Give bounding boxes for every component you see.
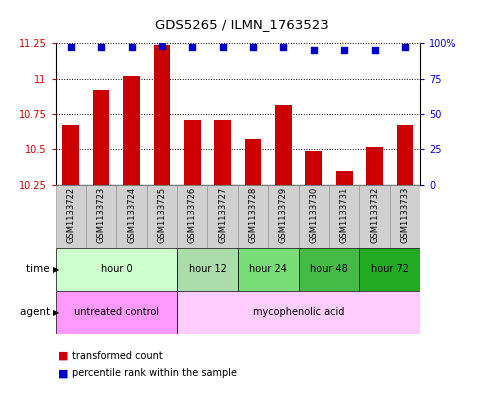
Text: ■: ■ — [58, 368, 69, 378]
Bar — [238, 185, 268, 248]
Bar — [86, 185, 116, 248]
Bar — [154, 45, 170, 185]
Bar — [56, 185, 86, 248]
Text: GSM1133723: GSM1133723 — [97, 187, 106, 243]
Point — [67, 44, 74, 51]
Bar — [390, 185, 420, 248]
Text: GSM1133730: GSM1133730 — [309, 187, 318, 243]
Bar — [214, 119, 231, 185]
Point — [341, 47, 348, 53]
Bar — [177, 185, 208, 248]
Bar — [123, 76, 140, 185]
Text: GSM1133732: GSM1133732 — [370, 187, 379, 243]
Bar — [238, 248, 298, 291]
Bar — [298, 185, 329, 248]
Bar — [336, 171, 353, 185]
Text: GSM1133733: GSM1133733 — [400, 187, 410, 243]
Text: ■: ■ — [58, 351, 69, 361]
Bar — [62, 125, 79, 185]
Point — [188, 44, 196, 51]
Point — [128, 44, 135, 51]
Text: hour 12: hour 12 — [188, 264, 227, 274]
Text: GSM1133727: GSM1133727 — [218, 187, 227, 243]
Bar — [116, 185, 147, 248]
Point — [371, 47, 379, 53]
Bar — [329, 185, 359, 248]
Point — [310, 47, 318, 53]
Bar — [397, 125, 413, 185]
Bar — [359, 185, 390, 248]
Point — [280, 44, 287, 51]
Bar — [275, 105, 292, 185]
Text: GSM1133729: GSM1133729 — [279, 187, 288, 243]
Bar — [268, 185, 298, 248]
Point — [401, 44, 409, 51]
Text: hour 72: hour 72 — [371, 264, 409, 274]
Text: agent: agent — [20, 307, 53, 318]
Text: GDS5265 / ILMN_1763523: GDS5265 / ILMN_1763523 — [155, 18, 328, 31]
Bar — [147, 185, 177, 248]
Point — [249, 44, 257, 51]
Text: GSM1133724: GSM1133724 — [127, 187, 136, 243]
Bar — [208, 185, 238, 248]
Text: ▶: ▶ — [53, 265, 59, 274]
Point — [219, 44, 227, 51]
Point — [97, 44, 105, 51]
Text: hour 0: hour 0 — [100, 264, 132, 274]
Bar — [245, 140, 261, 185]
Text: untreated control: untreated control — [74, 307, 159, 318]
Bar — [177, 291, 420, 334]
Text: time: time — [26, 264, 53, 274]
Text: GSM1133728: GSM1133728 — [249, 187, 257, 243]
Text: GSM1133725: GSM1133725 — [157, 187, 167, 243]
Text: mycophenolic acid: mycophenolic acid — [253, 307, 344, 318]
Point — [158, 43, 166, 49]
Text: percentile rank within the sample: percentile rank within the sample — [72, 368, 238, 378]
Bar — [56, 291, 177, 334]
Bar — [298, 248, 359, 291]
Text: transformed count: transformed count — [72, 351, 163, 361]
Text: hour 24: hour 24 — [249, 264, 287, 274]
Text: GSM1133722: GSM1133722 — [66, 187, 75, 243]
Text: ▶: ▶ — [53, 308, 59, 317]
Text: hour 48: hour 48 — [310, 264, 348, 274]
Bar — [359, 248, 420, 291]
Bar — [56, 248, 177, 291]
Text: GSM1133731: GSM1133731 — [340, 187, 349, 243]
Bar — [305, 151, 322, 185]
Text: GSM1133726: GSM1133726 — [188, 187, 197, 243]
Bar — [184, 119, 200, 185]
Bar — [93, 90, 110, 185]
Bar — [177, 248, 238, 291]
Bar — [366, 147, 383, 185]
